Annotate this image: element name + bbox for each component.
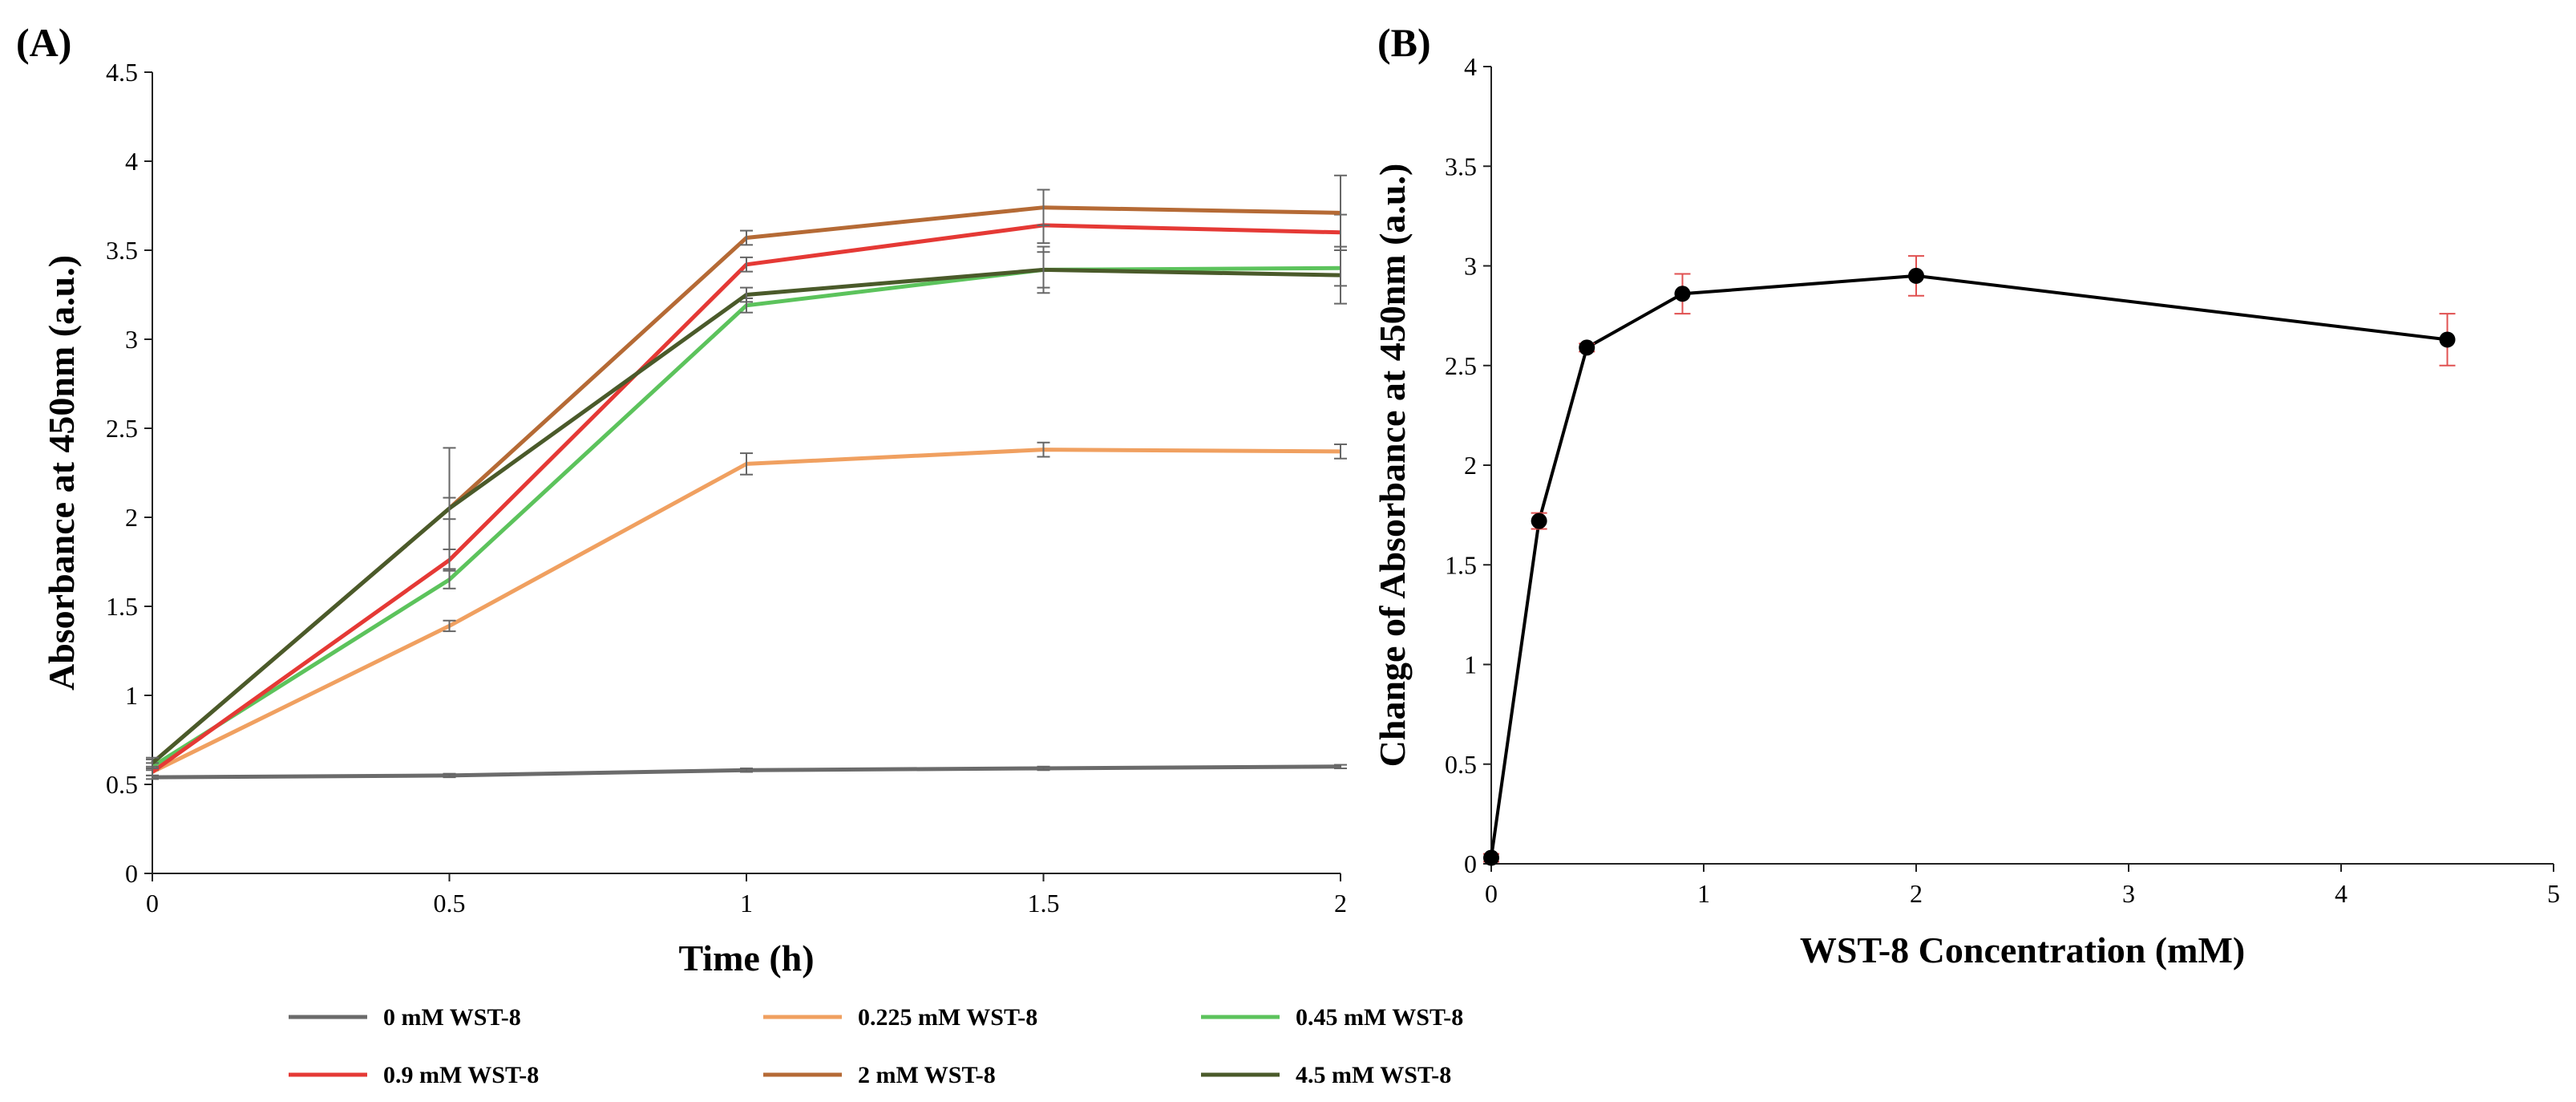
- y-tick-label: 2: [1464, 451, 1477, 480]
- x-tick-label: 4: [2335, 879, 2348, 908]
- x-tick-label: 2: [1334, 889, 1347, 918]
- data-point: [1674, 286, 1691, 302]
- y-tick-label: 0.5: [1445, 750, 1477, 779]
- y-tick-label: 3.5: [106, 236, 138, 265]
- x-axis-label: Time (h): [678, 938, 814, 978]
- x-tick-label: 0: [1485, 879, 1498, 908]
- x-tick-label: 0.5: [434, 889, 466, 918]
- y-tick-label: 1.5: [106, 592, 138, 621]
- panel-a-chart: 0 0.5 1 1.5 2 2.5 3 3.5 4 4.5 0 0.5 1 1.5 2 Time (h) Abs…: [16, 20, 1347, 978]
- y-tick-label: 3.5: [1445, 152, 1477, 180]
- data-point: [1579, 339, 1595, 356]
- y-tick-label: 2.5: [1445, 351, 1477, 380]
- y-tick-label: 0: [125, 859, 138, 888]
- y-axis-label: Absorbance at 450nm (a.u.): [41, 255, 82, 691]
- x-tick-label: 5: [2547, 879, 2560, 908]
- y-axis-label: Change of Absorbance at 450nm (a.u.): [1372, 164, 1413, 768]
- legend-label: 4.5 mM WST-8: [1296, 1062, 1451, 1088]
- series-line: [1490, 273, 2448, 858]
- y-tick-label: 4.5: [106, 58, 138, 87]
- y-tick-label: 3: [1464, 252, 1477, 281]
- y-tick-label: 1: [125, 681, 138, 710]
- y-tick-label: 0.5: [106, 770, 138, 799]
- panel-b-chart: 0 0.5 1 1.5 2 2.5 3 3.5 4 0 1 2 3 4 5 WST-8 Concentrati…: [1372, 20, 2560, 970]
- y-tick-label: 4: [125, 147, 138, 176]
- x-tick-label: 3: [2122, 879, 2135, 908]
- panel-a-legend: 0 mM WST-8 0.225 mM WST-8 0.45 mM WST-8 0.9…: [289, 1004, 1463, 1088]
- data-point: [2439, 331, 2456, 348]
- y-tick-label: 0: [1464, 849, 1477, 878]
- y-tick-label: 4: [1464, 52, 1477, 81]
- y-tick-label: 3: [125, 325, 138, 354]
- y-tick-label: 1: [1464, 650, 1477, 679]
- legend-label: 0 mM WST-8: [383, 1004, 521, 1031]
- legend-label: 0.9 mM WST-8: [383, 1062, 539, 1088]
- x-tick-label: 2: [1910, 879, 1923, 908]
- y-tick-label: 2: [125, 503, 138, 532]
- legend-label: 2 mM WST-8: [858, 1062, 996, 1088]
- legend-label: 0.45 mM WST-8: [1296, 1004, 1463, 1031]
- x-tick-label: 1: [740, 889, 753, 918]
- panel-label: (A): [16, 20, 71, 65]
- x-axis-label: WST-8 Concentration (mM): [1800, 930, 2245, 970]
- y-tick-label: 1.5: [1445, 550, 1477, 579]
- data-point: [1531, 513, 1547, 529]
- panel-label: (B): [1377, 20, 1431, 65]
- series-line-4-5-mm-wst-8: [151, 267, 1341, 765]
- x-tick-label: 1.5: [1028, 889, 1060, 918]
- data-point: [1908, 267, 1924, 284]
- x-tick-label: 1: [1697, 879, 1710, 908]
- legend-label: 0.225 mM WST-8: [858, 1004, 1037, 1031]
- y-tick-label: 2.5: [106, 414, 138, 443]
- x-tick-label: 0: [146, 889, 159, 918]
- data-point: [1483, 849, 1499, 866]
- series-line-0-45-mm-wst-8: [151, 265, 1341, 768]
